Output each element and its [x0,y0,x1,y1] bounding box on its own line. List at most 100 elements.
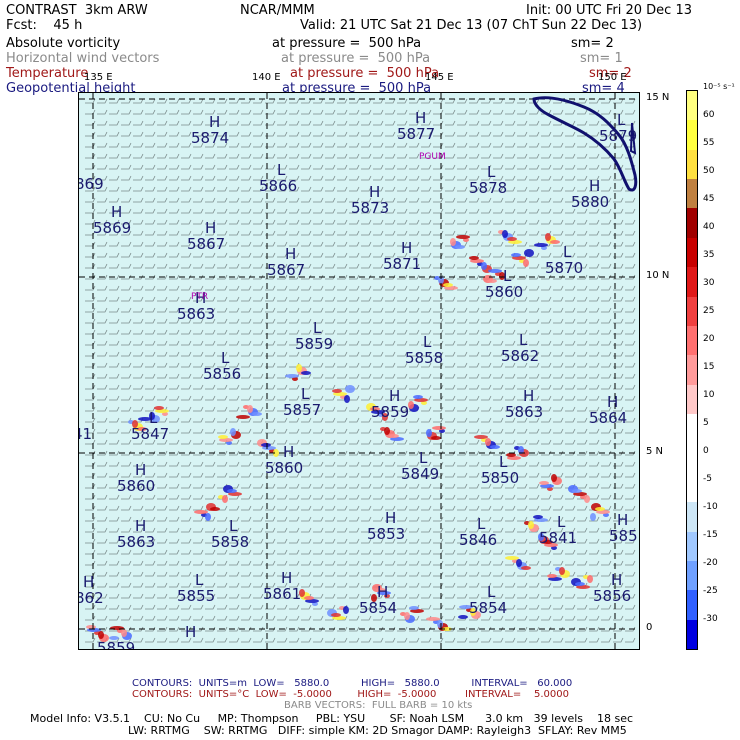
wind-barb [481,219,492,225]
wind-barb [373,340,384,346]
vorticity-blob [332,616,346,620]
wind-barb [505,571,516,577]
wind-barb [613,318,624,324]
wind-barb [457,428,468,434]
wind-barb [157,395,168,401]
wind-barb [361,98,372,104]
wind-barb [337,593,348,599]
wind-barb [241,208,252,214]
wind-barb [229,417,240,423]
wind-barb [193,538,204,544]
center-type: L [419,449,428,467]
wind-barb [397,307,408,313]
wind-barb [121,329,132,335]
wind-barb [421,241,432,247]
wind-barb [565,208,576,214]
wind-barb [613,274,624,280]
vorticity-blob [121,629,127,637]
wind-barb [121,208,132,214]
wind-barb [409,472,420,478]
vorticity-blob [572,489,582,493]
wind-barb [301,637,312,643]
wind-barb [289,439,300,445]
wind-barb [97,538,108,544]
wind-barb [217,428,228,434]
wind-barb [613,494,624,500]
wind-barb [529,252,540,258]
wind-barb [529,615,540,621]
wind-barb [373,285,384,291]
wind-barb [529,329,540,335]
wind-barb [325,505,336,511]
wind-barb [577,450,588,456]
vorticity-blob [432,426,446,430]
center-type: H [589,177,600,195]
wind-barb [409,285,420,291]
wind-barb [277,285,288,291]
wind-barb [505,296,516,302]
wind-barb [193,329,204,335]
wind-barb [217,329,228,335]
wind-barb [97,98,108,104]
wind-barb [181,131,192,137]
wind-barb [121,164,132,170]
wind-barb [121,340,132,346]
wind-barb [241,626,252,632]
wind-barb [589,164,600,170]
wind-barb [481,241,492,247]
wind-barb [457,175,468,181]
wind-barb [517,351,528,357]
wind-barb [85,505,96,511]
wind-barb [493,406,504,412]
wind-barb [481,549,492,555]
center-value: 5856 [593,587,631,605]
vorticity-blob [444,286,458,290]
wind-barb [301,252,312,258]
wind-barb [613,307,624,313]
wind-barb [601,263,612,269]
wind-barb [337,428,348,434]
wind-barb [109,175,120,181]
center-value: 5867 [267,261,305,279]
wind-barb [205,307,216,313]
wind-barb [145,593,156,599]
wind-barb [373,109,384,115]
wind-barb [589,252,600,258]
wind-barb [313,538,324,544]
wind-barb [181,527,192,533]
wind-barb [613,109,624,115]
barb-vectors: BARB VECTORS: FULL BARB = 10 kts [284,700,473,711]
wind-barb [205,626,216,632]
wind-barb [577,208,588,214]
wind-barb [373,494,384,500]
wind-barb [289,483,300,489]
wind-barb [157,626,168,632]
wind-barb [253,428,264,434]
wind-barb [373,549,384,555]
wind-barb [133,252,144,258]
wind-barb [313,604,324,610]
wind-barb [109,274,120,280]
wind-barb [253,615,264,621]
wind-barb [97,417,108,423]
vorticity-blob [304,596,314,600]
vorticity-blob [437,620,443,628]
wind-barb [421,582,432,588]
wind-barb [169,285,180,291]
wind-barb [385,296,396,302]
wind-barb [277,296,288,302]
wind-barb [277,593,288,599]
wind-barb [469,109,480,115]
colorbar-swatch [687,619,697,649]
wind-barb [193,604,204,610]
wind-barb [253,318,264,324]
wind-barb [121,296,132,302]
weather-map[interactable]: H 5874 H 5877 L 5879 869 L 5866 L 5878 H 5880 H 5869 H 5… [73,92,640,657]
wind-barb [241,604,252,610]
wind-barb [553,483,564,489]
wind-barb [349,131,360,137]
wind-barb [625,560,636,566]
wind-barb [517,571,528,577]
wind-barb [457,142,468,148]
wind-barb [349,98,360,104]
